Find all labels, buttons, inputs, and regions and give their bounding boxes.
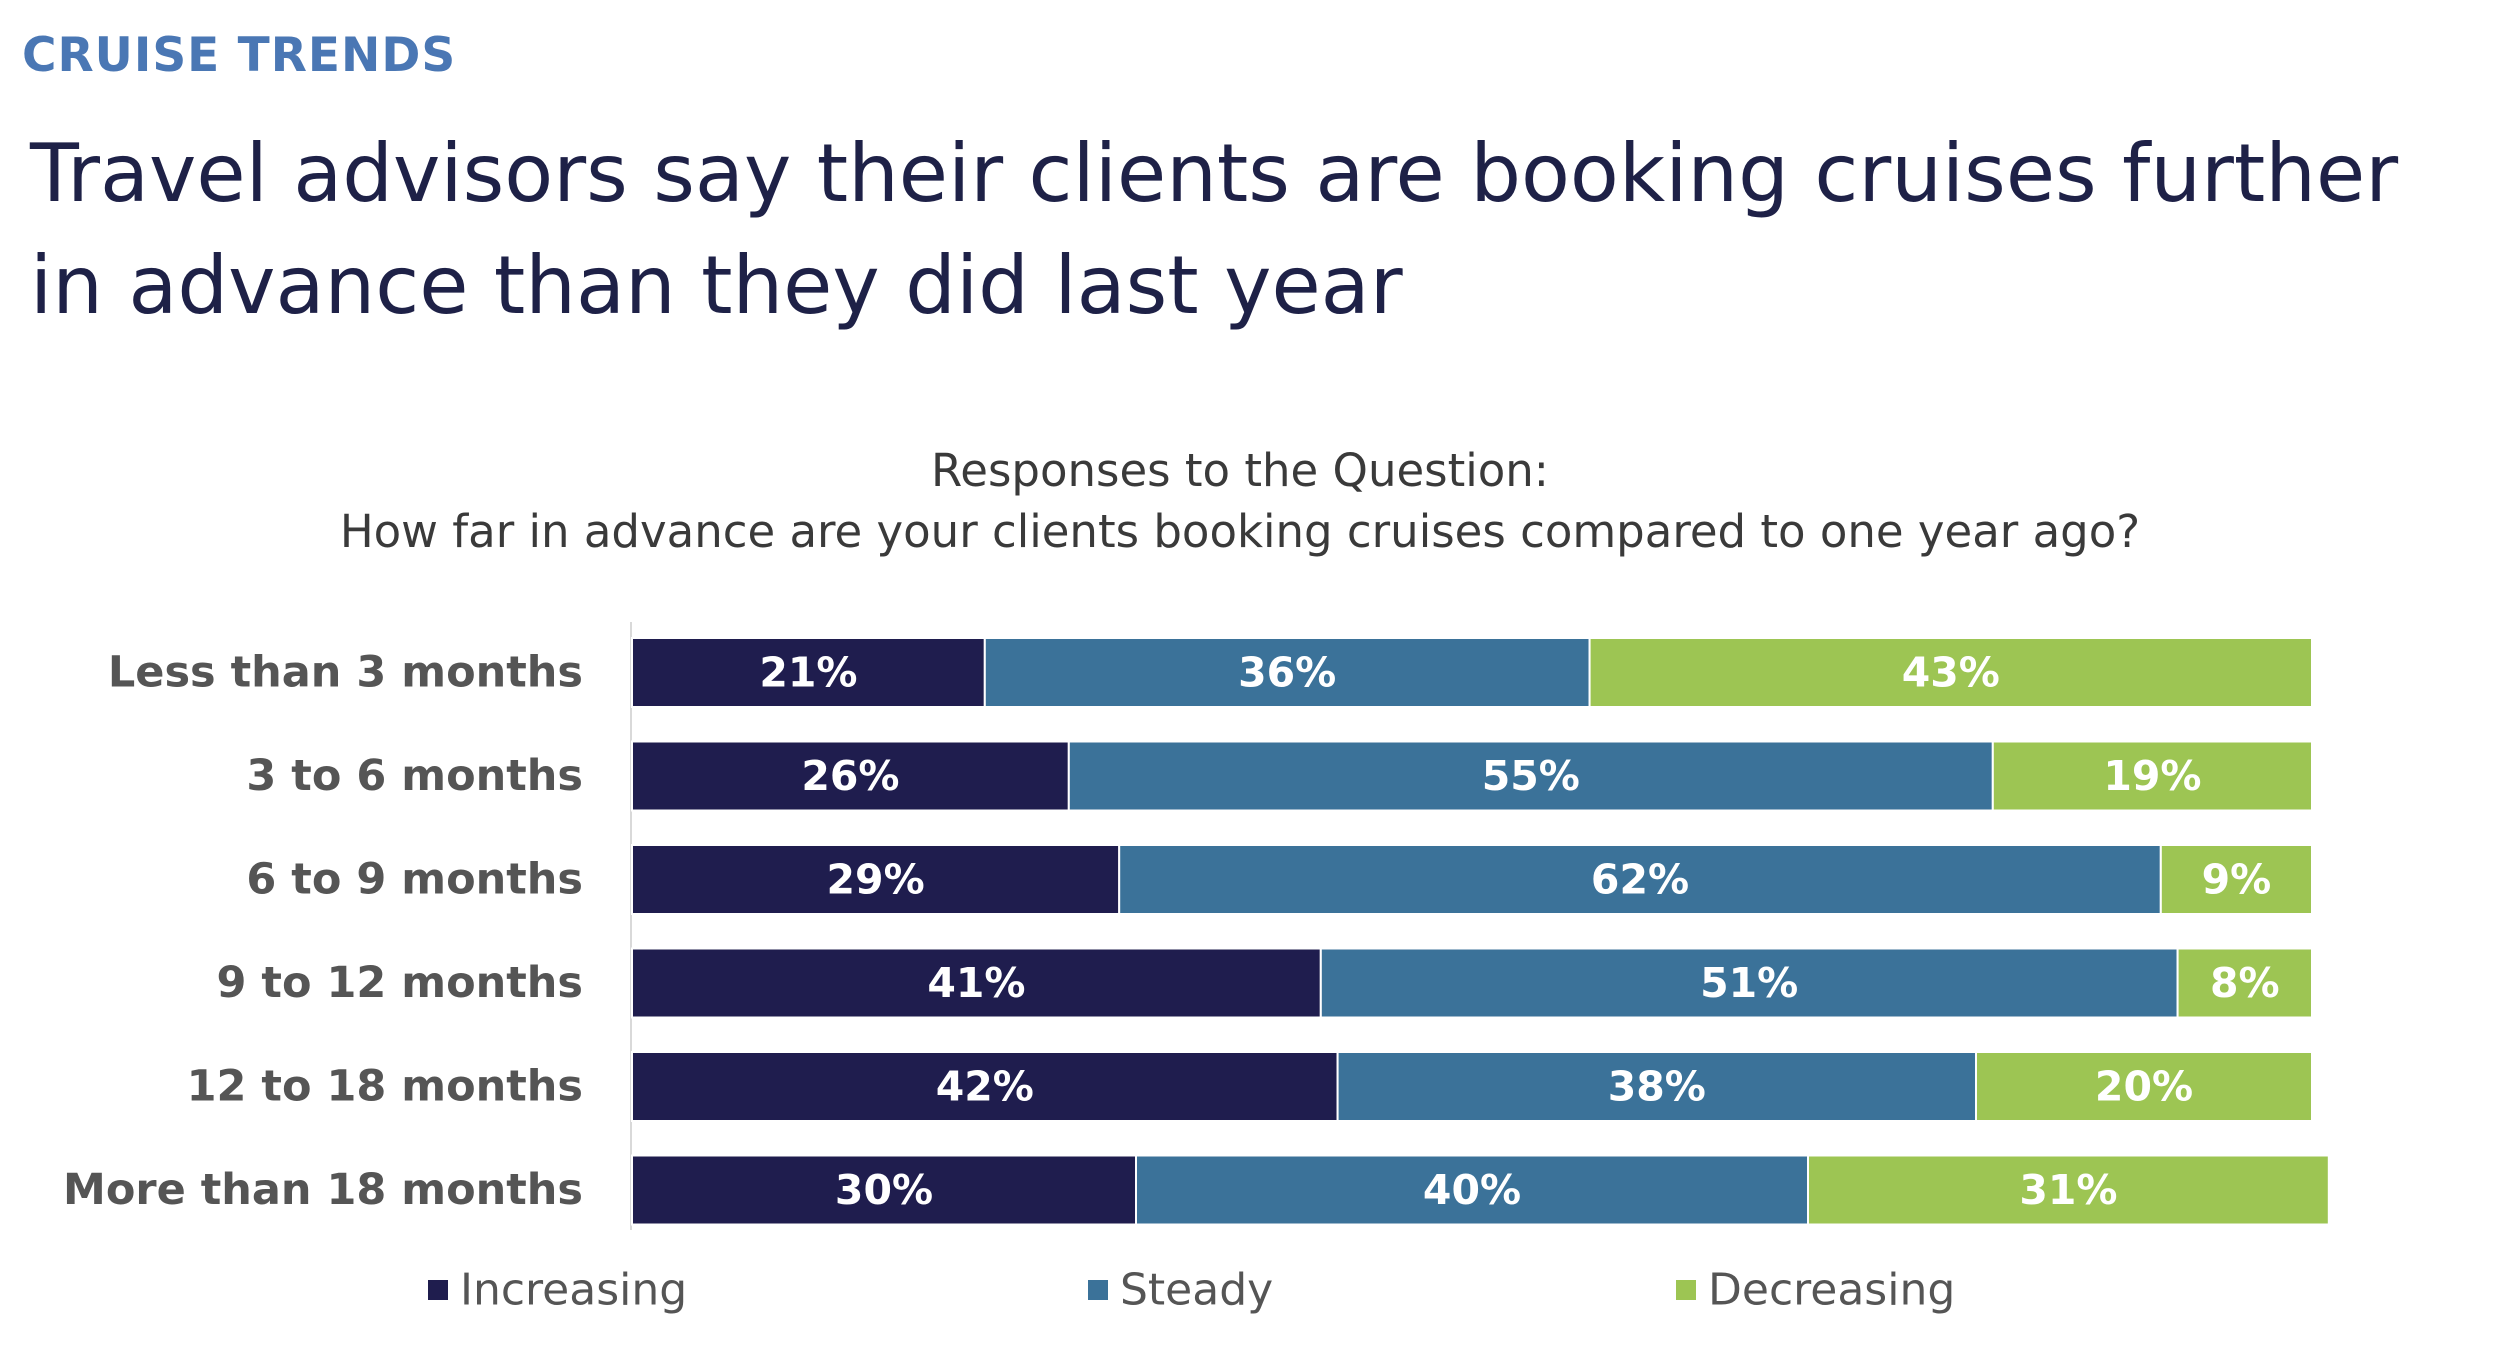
category-label-less-than-3-months: Less than 3 months (108, 648, 583, 698)
legend-label-increasing: Increasing (460, 1265, 687, 1316)
bar-steady-more-than-18-months (1135, 1154, 1809, 1226)
chart-title: Responses to the Question: (931, 444, 1549, 497)
data-label-steady-9-to-12-months: 51% (1700, 959, 1798, 1007)
data-label-steady-less-than-3-months: 36% (1238, 649, 1336, 697)
legend-swatch-steady (1088, 1280, 1108, 1300)
bar-decreasing-more-than-18-months (1807, 1154, 2330, 1226)
bar-steady-3-to-6-months (1067, 740, 1994, 812)
bar-decreasing-9-to-12-months (2176, 947, 2314, 1019)
data-label-increasing-more-than-18-months: 30% (835, 1166, 933, 1214)
data-label-steady-12-to-18-months: 38% (1608, 1063, 1706, 1111)
bar-decreasing-3-to-6-months (1991, 740, 2314, 812)
bar-increasing-more-than-18-months (631, 1154, 1137, 1226)
data-label-decreasing-6-to-9-months: 9% (2202, 856, 2272, 904)
category-label-3-to-6-months: 3 to 6 months (246, 751, 583, 801)
bar-increasing-9-to-12-months (631, 947, 1322, 1019)
bar-steady-9-to-12-months (1319, 947, 2179, 1019)
bar-decreasing-12-to-18-months (1975, 1051, 2313, 1122)
bar-decreasing-6-to-9-months (2159, 844, 2314, 915)
page-title: Travel advisors say their clients are bo… (30, 127, 2399, 332)
data-label-decreasing-12-to-18-months: 20% (2095, 1063, 2193, 1111)
legend-label-decreasing: Decreasing (1708, 1265, 1955, 1316)
bar-increasing-12-to-18-months (631, 1051, 1339, 1122)
data-label-steady-3-to-6-months: 55% (1482, 752, 1580, 800)
bar-steady-less-than-3-months (983, 637, 1591, 708)
bar-decreasing-less-than-3-months (1588, 637, 2313, 708)
category-label-more-than-18-months: More than 18 months (63, 1165, 583, 1215)
data-label-increasing-3-to-6-months: 26% (801, 752, 899, 800)
data-label-decreasing-3-to-6-months: 19% (2103, 752, 2201, 800)
data-label-decreasing-less-than-3-months: 43% (1902, 649, 2000, 697)
legend-swatch-decreasing (1676, 1280, 1696, 1300)
chart-subtitle: How far in advance are your clients book… (339, 505, 2141, 558)
chart-caption: Responses to the Question: How far in ad… (0, 440, 2480, 562)
legend: Increasing Steady Decreasing (428, 1265, 1955, 1316)
data-label-increasing-12-to-18-months: 42% (936, 1063, 1034, 1111)
data-label-increasing-less-than-3-months: 21% (759, 649, 857, 697)
bars-group: Less than 3 months 21% 36% 43% 3 to 6 months… (63, 637, 2330, 1226)
bar-steady-12-to-18-months (1336, 1051, 1977, 1122)
data-label-steady-6-to-9-months: 62% (1591, 856, 1689, 904)
data-label-decreasing-more-than-18-months: 31% (2019, 1166, 2117, 1214)
category-label-6-to-9-months: 6 to 9 months (246, 855, 583, 905)
bar-steady-6-to-9-months (1118, 844, 2162, 915)
data-label-decreasing-9-to-12-months: 8% (2210, 959, 2280, 1007)
category-label-12-to-18-months: 12 to 18 months (187, 1062, 583, 1112)
data-label-steady-more-than-18-months: 40% (1423, 1166, 1521, 1214)
legend-label-steady: Steady (1120, 1265, 1273, 1316)
category-label-9-to-12-months: 9 to 12 months (217, 958, 584, 1008)
bar-increasing-6-to-9-months (631, 844, 1121, 915)
data-label-increasing-6-to-9-months: 29% (827, 856, 925, 904)
data-label-increasing-9-to-12-months: 41% (927, 959, 1025, 1007)
section-label: CRUISE TRENDS (22, 28, 457, 83)
legend-swatch-increasing (428, 1280, 448, 1300)
bar-increasing-less-than-3-months (631, 637, 986, 708)
